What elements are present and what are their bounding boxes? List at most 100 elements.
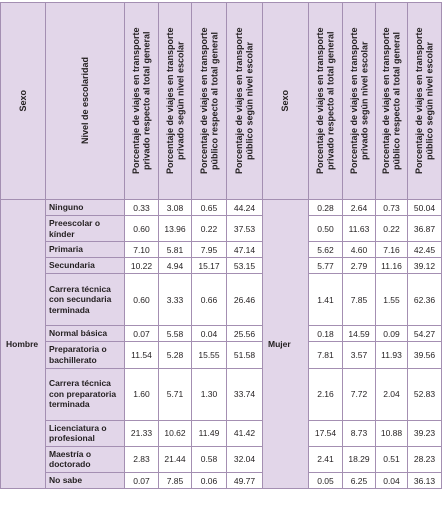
value-cell-hombre: 5.81 — [158, 241, 192, 259]
value-cell-mujer: 0.04 — [375, 472, 408, 489]
value-cell-hombre: 49.77 — [226, 472, 263, 489]
value-cell-hombre: 5.58 — [158, 325, 192, 343]
group-label-mujer: Mujer — [262, 199, 309, 489]
value-cell-mujer: 39.56 — [407, 341, 442, 369]
header-privado-nivel-2: Porcentaje de viajes en transporte priva… — [342, 2, 376, 200]
value-cell-hombre: 1.60 — [124, 367, 159, 421]
value-cell-mujer: 36.87 — [407, 214, 442, 243]
header-privado-total-2: Porcentaje de viajes en transporte priva… — [308, 2, 343, 200]
value-cell-mujer: 2.64 — [342, 199, 376, 216]
value-cell-hombre: 7.95 — [191, 241, 227, 259]
value-cell-mujer: 3.57 — [342, 341, 376, 369]
value-cell-hombre: 0.07 — [124, 325, 159, 343]
value-cell-hombre: 3.08 — [158, 199, 192, 216]
value-cell-hombre: 41.42 — [226, 419, 263, 447]
value-cell-hombre: 10.62 — [158, 419, 192, 447]
value-cell-mujer: 6.25 — [342, 472, 376, 489]
level-cell: Secundaria — [45, 257, 125, 275]
value-cell-mujer: 1.41 — [308, 273, 343, 327]
table-row: Normal básica 0.07 5.58 0.04 25.56 0.18 14.59 0… — [1, 325, 442, 343]
value-cell-hombre: 21.33 — [124, 419, 159, 447]
level-cell: Ninguno — [45, 199, 125, 216]
value-cell-hombre: 51.58 — [226, 341, 263, 369]
value-cell-hombre: 0.04 — [191, 325, 227, 343]
value-cell-mujer: 11.16 — [375, 257, 408, 275]
value-cell-hombre: 1.30 — [191, 367, 227, 421]
header-privado-total: Porcentaje de viajes en transporte priva… — [124, 2, 159, 200]
header-nivel-escolaridad: Nivel de escolaridad — [45, 2, 125, 200]
value-cell-hombre: 47.14 — [226, 241, 263, 259]
table-row: Primaria 7.10 5.81 7.95 47.14 5.62 4.60 7.16 42.… — [1, 241, 442, 259]
value-cell-hombre: 32.04 — [226, 445, 263, 474]
value-cell-mujer: 7.81 — [308, 341, 343, 369]
level-cell: Preparatoria o bachillerato — [45, 341, 125, 369]
table-row: Hombre Ninguno 0.33 3.08 0.65 44.24 Mujer 0.28 2… — [0, 199, 442, 489]
value-cell-mujer: 8.73 — [342, 419, 376, 447]
header-privado-nivel: Porcentaje de viajes en transporte priva… — [158, 2, 192, 200]
value-cell-hombre: 11.54 — [124, 341, 159, 369]
value-cell-hombre: 33.74 — [226, 367, 263, 421]
header-publico-total-2: Porcentaje de viajes en transporte públi… — [375, 2, 408, 200]
value-cell-hombre: 0.65 — [191, 199, 227, 216]
header-row: Sexo Nivel de escolaridad Porcentaje de … — [0, 2, 442, 200]
table-body: Hombre Ninguno 0.33 3.08 0.65 44.24 Mujer 0.28 2… — [0, 199, 442, 489]
value-cell-mujer: 39.23 — [407, 419, 442, 447]
level-cell: Carrera técnica con preparatoria termina… — [45, 367, 125, 421]
value-cell-hombre: 13.96 — [158, 214, 192, 243]
value-cell-mujer: 50.04 — [407, 199, 442, 216]
value-cell-mujer: 42.45 — [407, 241, 442, 259]
value-cell-mujer: 0.50 — [308, 214, 343, 243]
value-cell-mujer: 54.27 — [407, 325, 442, 343]
value-cell-hombre: 4.94 — [158, 257, 192, 275]
value-cell-hombre: 0.66 — [191, 273, 227, 327]
value-cell-mujer: 17.54 — [308, 419, 343, 447]
value-cell-mujer: 18.29 — [342, 445, 376, 474]
value-cell-mujer: 2.79 — [342, 257, 376, 275]
table-row: Licenciatura o profesional 21.33 10.62 11.4… — [1, 419, 442, 447]
value-cell-hombre: 2.83 — [124, 445, 159, 474]
value-cell-hombre: 53.15 — [226, 257, 263, 275]
value-cell-hombre: 0.58 — [191, 445, 227, 474]
value-cell-mujer: 11.93 — [375, 341, 408, 369]
value-cell-mujer: 0.28 — [308, 199, 343, 216]
value-cell-hombre: 7.85 — [158, 472, 192, 489]
value-cell-mujer: 0.05 — [308, 472, 343, 489]
value-cell-hombre: 3.33 — [158, 273, 192, 327]
value-cell-mujer: 4.60 — [342, 241, 376, 259]
table-row: Preescolar o kínder 0.60 13.96 0.22 37.53 0.5… — [1, 214, 442, 243]
level-cell: No sabe — [45, 472, 125, 489]
value-cell-mujer: 36.13 — [407, 472, 442, 489]
value-cell-hombre: 0.33 — [124, 199, 159, 216]
group-label-hombre: Hombre — [0, 199, 46, 489]
value-cell-hombre: 0.22 — [191, 214, 227, 243]
table-row: Secundaria 10.22 4.94 15.17 53.15 5.77 2.79 11.… — [1, 257, 442, 275]
value-cell-hombre: 26.46 — [226, 273, 263, 327]
value-cell-hombre: 44.24 — [226, 199, 263, 216]
value-cell-mujer: 52.83 — [407, 367, 442, 421]
value-cell-mujer: 7.16 — [375, 241, 408, 259]
value-cell-hombre: 0.60 — [124, 214, 159, 243]
table-row: Carrera técnica con secundaria terminada… — [1, 273, 442, 327]
level-cell: Carrera técnica con secundaria terminada — [45, 273, 125, 327]
value-cell-mujer: 62.36 — [407, 273, 442, 327]
level-cell: Preescolar o kínder — [45, 214, 125, 243]
level-cell: Normal básica — [45, 325, 125, 343]
value-cell-mujer: 0.22 — [375, 214, 408, 243]
value-cell-mujer: 2.41 — [308, 445, 343, 474]
level-cell: Licenciatura o profesional — [45, 419, 125, 447]
value-cell-mujer: 28.23 — [407, 445, 442, 474]
value-cell-mujer: 0.51 — [375, 445, 408, 474]
value-cell-hombre: 5.71 — [158, 367, 192, 421]
value-cell-mujer: 39.12 — [407, 257, 442, 275]
value-cell-mujer: 14.59 — [342, 325, 376, 343]
header-publico-nivel: Porcentaje de viajes en transporte públi… — [226, 2, 263, 200]
value-cell-hombre: 0.60 — [124, 273, 159, 327]
value-cell-hombre: 15.17 — [191, 257, 227, 275]
value-cell-mujer: 10.88 — [375, 419, 408, 447]
value-cell-hombre: 21.44 — [158, 445, 192, 474]
level-cell: Maestría o doctorado — [45, 445, 125, 474]
value-cell-hombre: 0.07 — [124, 472, 159, 489]
value-cell-hombre: 0.06 — [191, 472, 227, 489]
header-publico-nivel-2: Porcentaje de viajes en transporte públi… — [407, 2, 442, 200]
header-sexo-2: Sexo — [262, 2, 309, 200]
